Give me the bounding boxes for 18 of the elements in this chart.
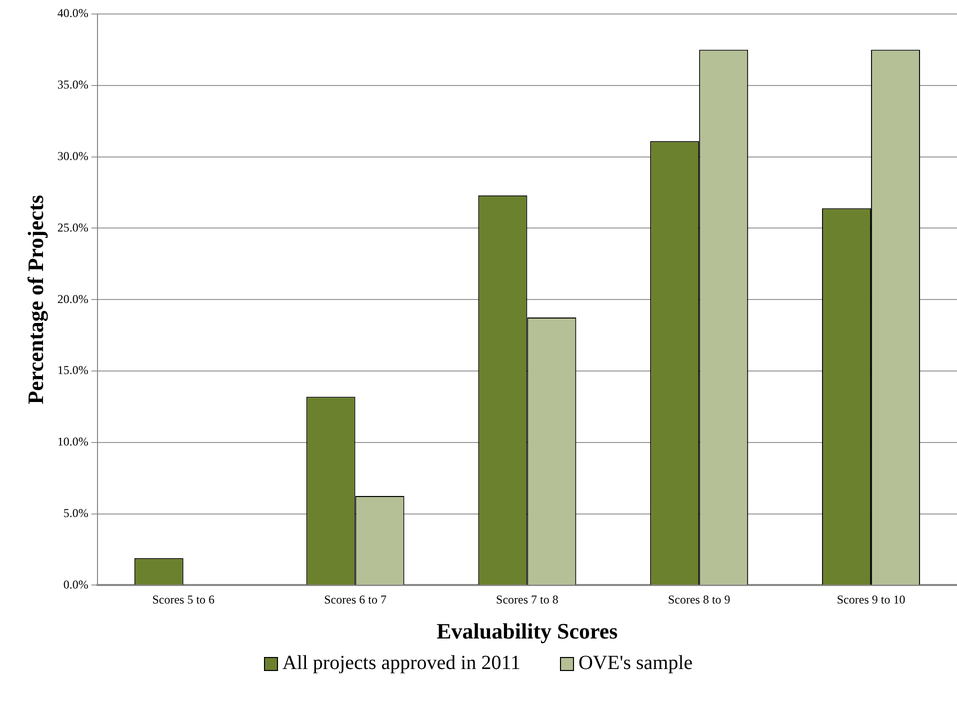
x-tick-label: Scores 5 to 6 <box>152 592 215 607</box>
x-tick-label: Scores 8 to 9 <box>668 592 730 607</box>
legend-label: All projects approved in 2011 <box>282 652 520 675</box>
legend-label: OVE's sample <box>578 652 693 675</box>
y-tick-label: 0.0% <box>63 577 88 592</box>
y-tick-label: 5.0% <box>63 506 88 520</box>
x-tick-label: Scores 7 to 8 <box>496 592 558 607</box>
y-tick-label: 30.0% <box>57 148 88 163</box>
x-tick-label: Scores 6 to 7 <box>324 592 386 607</box>
x-tick-label: Scores 9 to 10 <box>836 592 906 607</box>
y-axis-title: Percentage of Projects <box>22 194 48 404</box>
y-tick-label: 10.0% <box>57 434 88 449</box>
y-tick-label: 35.0% <box>57 78 88 92</box>
x-axis-title: Evaluability Scores <box>436 618 618 644</box>
y-tick-label: 40.0% <box>57 6 88 20</box>
y-tick-label: 15.0% <box>57 363 88 378</box>
y-tick-label: 25.0% <box>57 220 88 234</box>
y-tick-label: 20.0% <box>57 292 88 306</box>
